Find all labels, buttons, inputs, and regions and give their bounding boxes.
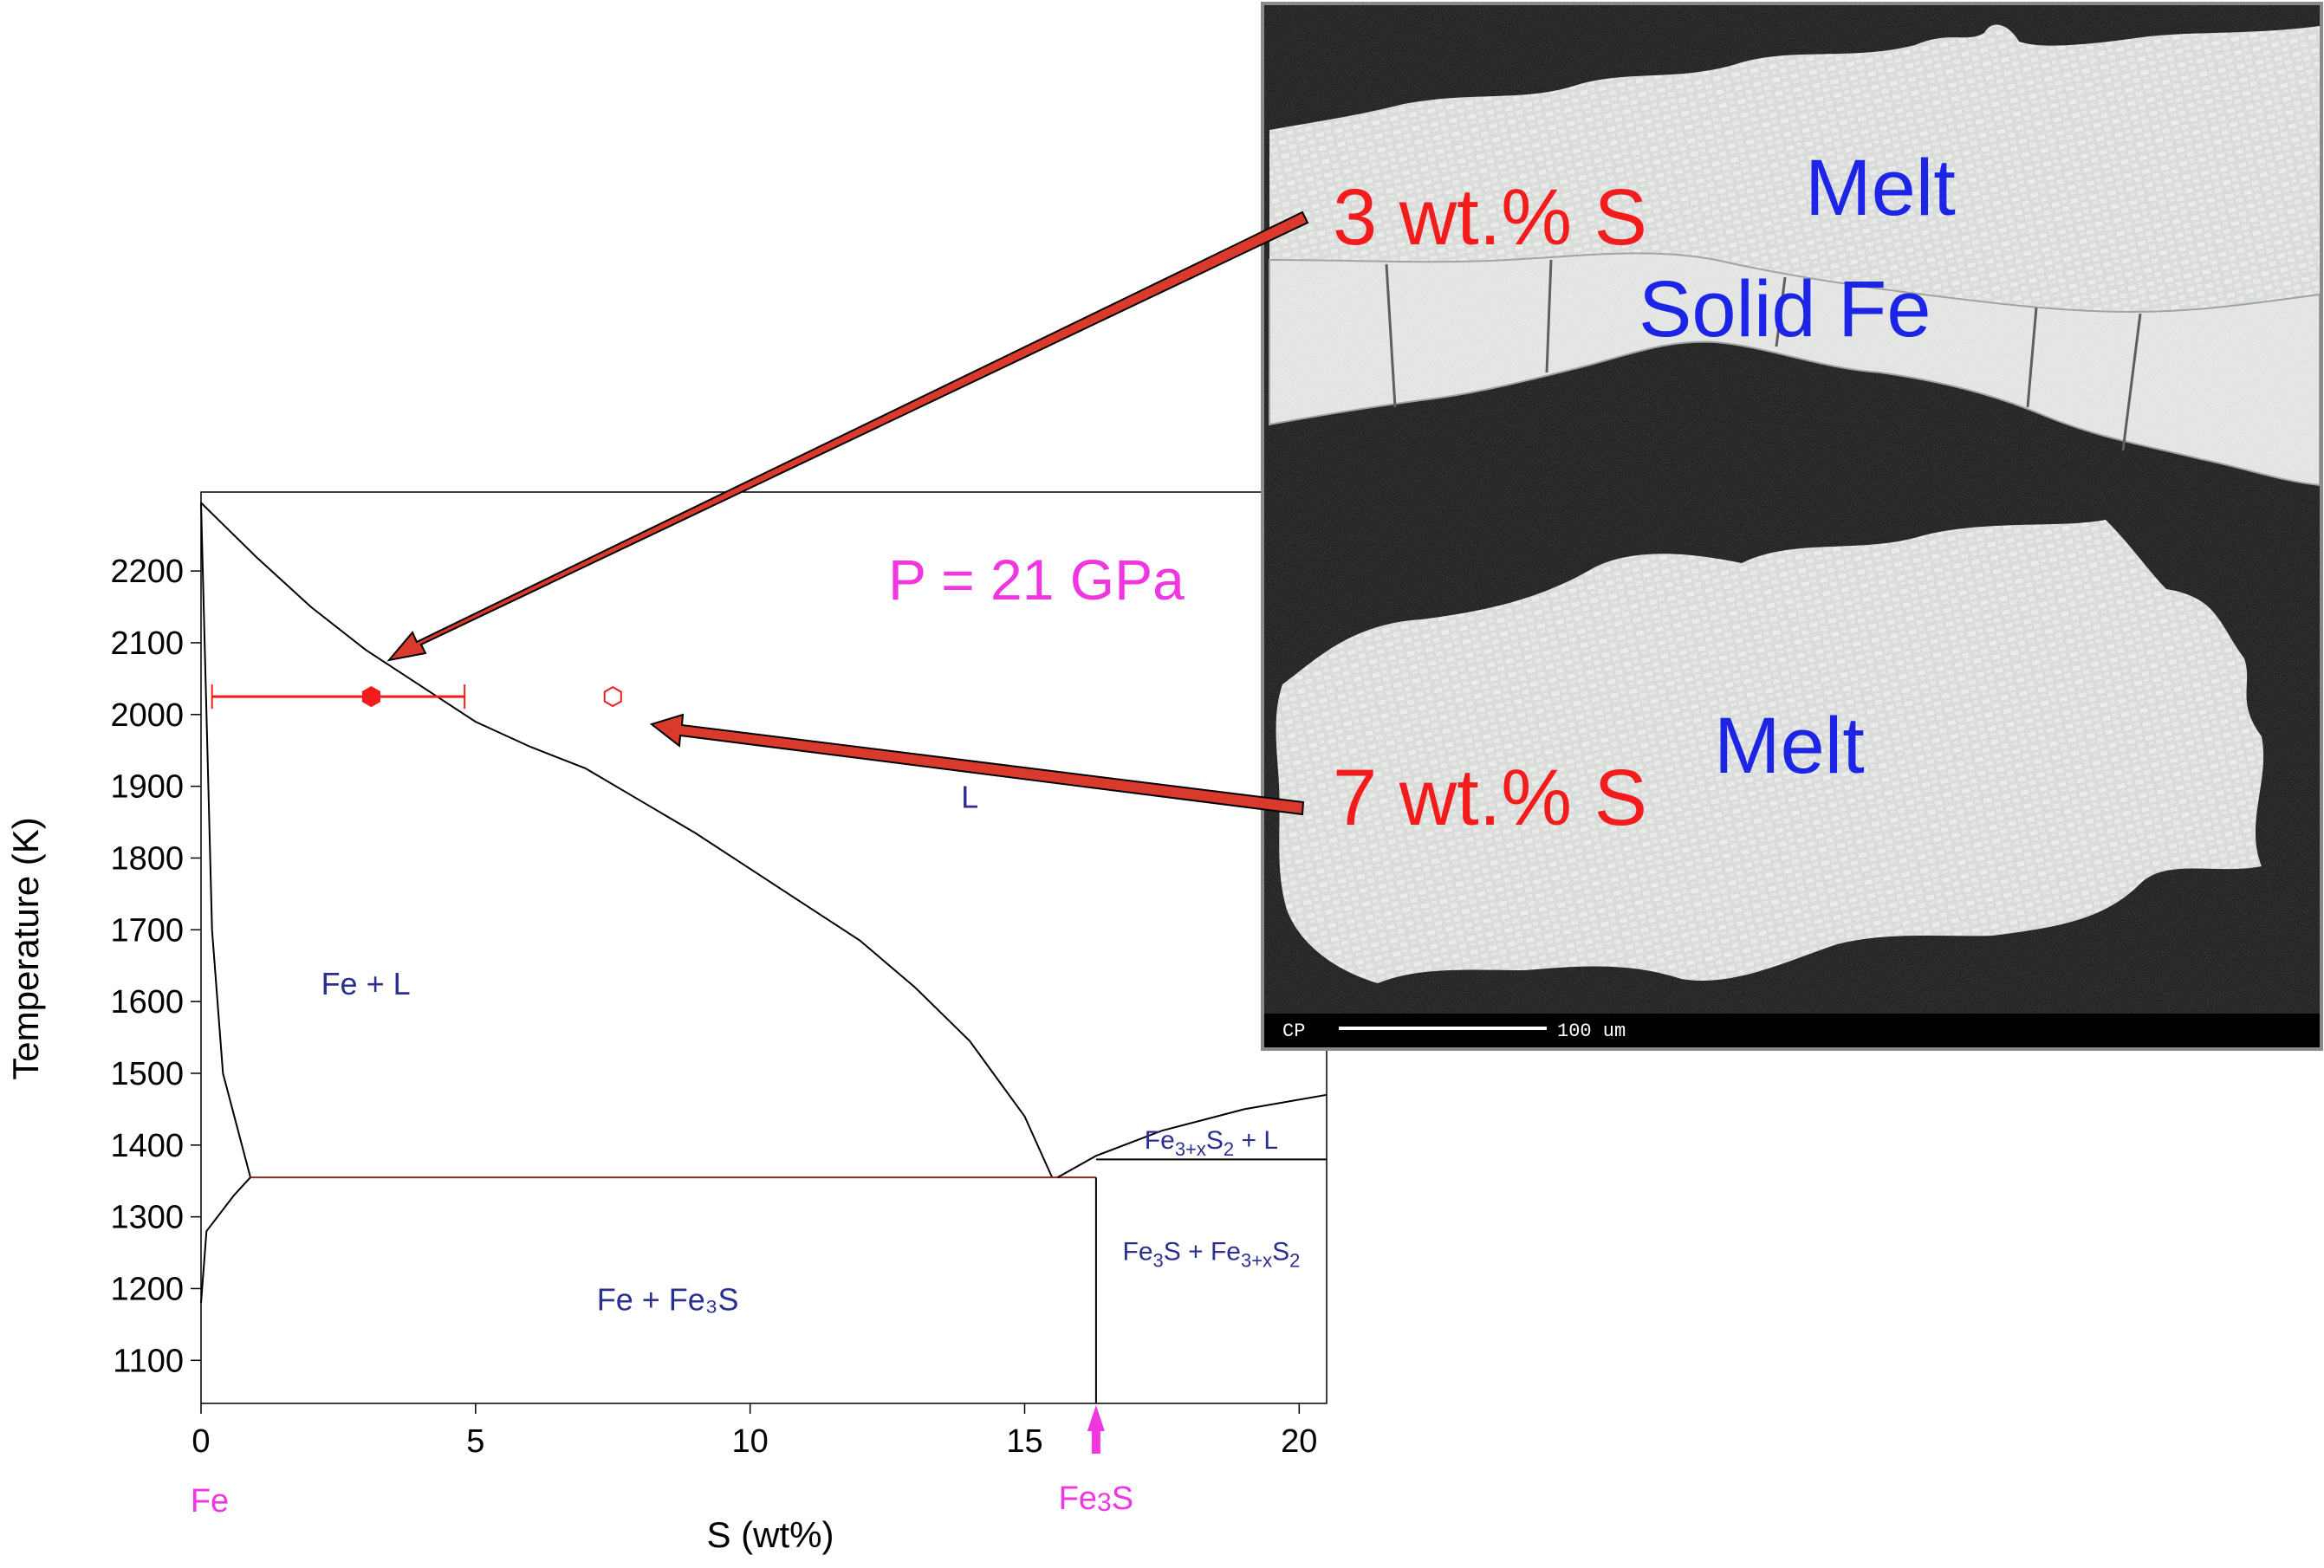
data-point-open [603,685,622,708]
y-axis: 1100 1200 1300 1400 1500 1600 1700 1800 1900 2000… [110,554,201,1379]
region-label: Fe + Fe₃S [597,1281,739,1317]
x-axis: 0 5 10 15 20 [192,1403,1317,1460]
y-axis-label: Temperature (K) [5,817,46,1079]
region-label: L [961,779,978,814]
y-tick-label: 1200 [110,1271,184,1307]
x-axis-label: S (wt%) [707,1514,834,1555]
phase-boundaries [200,502,1328,1403]
composition-fe-label: Fe [191,1483,229,1519]
y-tick-label: 1600 [110,984,184,1020]
region-label: Fe + L [321,966,411,1001]
boundary-fe3xs2-liquidus [1057,1093,1328,1178]
label-melt-upper: Melt [1805,144,1956,232]
scale-label: 100 um [1557,1020,1626,1042]
fe3s-marker-arrow-icon [1087,1405,1105,1454]
y-tick-label: 2200 [110,554,184,590]
region-fe3s-fe3xs2: Fe3S + Fe3+xS2 [1123,1237,1301,1271]
label-melt-lower: Melt [1714,702,1865,790]
label-3wt-s: 3 wt.% S [1333,173,1647,262]
boundary-fe-solidus [200,502,251,1178]
micrograph-noise [1264,5,2320,1047]
micrograph-border [1261,2,2323,1051]
y-tick-label: 1700 [110,912,184,949]
x-tick-label: 5 [466,1423,484,1460]
x-tick-label: 15 [1006,1423,1042,1460]
micrograph: CP 100 um 3 wt.% S 7 wt.% S Melt Solid F… [1261,2,2323,1051]
data-points [211,684,622,709]
x-tick-label: 0 [192,1423,210,1460]
y-tick-label: 2100 [110,625,184,662]
y-tick-label: 1500 [110,1056,184,1092]
y-tick-label: 1800 [110,840,184,877]
arrow-7wt [649,713,1305,816]
x-tick-label: 10 [732,1423,769,1460]
label-solid-fe: Solid Fe [1639,265,1931,353]
pressure-annotation: P = 21 GPa [888,548,1185,612]
region-fe3xs2-l: Fe3+xS2 + L [1145,1126,1278,1160]
scale-prefix: CP [1282,1020,1305,1042]
label-7wt-s: 7 wt.% S [1333,754,1647,842]
data-point-filled [361,685,380,708]
composition-fe3s-label: Fe3S [1059,1481,1133,1517]
x-tick-label: 20 [1281,1423,1317,1460]
arrow-3wt [386,211,1309,662]
phase-region-labels: L Fe + L Fe + Fe₃S [321,779,979,1317]
phase-diagram: 1100120013001400150016001700180019002000… [5,491,1328,1555]
scale-bar-strip [1264,1014,2320,1047]
y-tick-label: 1100 [113,1343,184,1379]
y-tick-label: 1300 [110,1200,184,1236]
y-tick-label: 1400 [110,1128,184,1164]
y-tick-label: 2000 [110,697,184,734]
y-tick-label: 1900 [110,769,184,806]
boundary-fe-solvus [200,1176,251,1304]
boundary-liquidus [200,502,1054,1178]
